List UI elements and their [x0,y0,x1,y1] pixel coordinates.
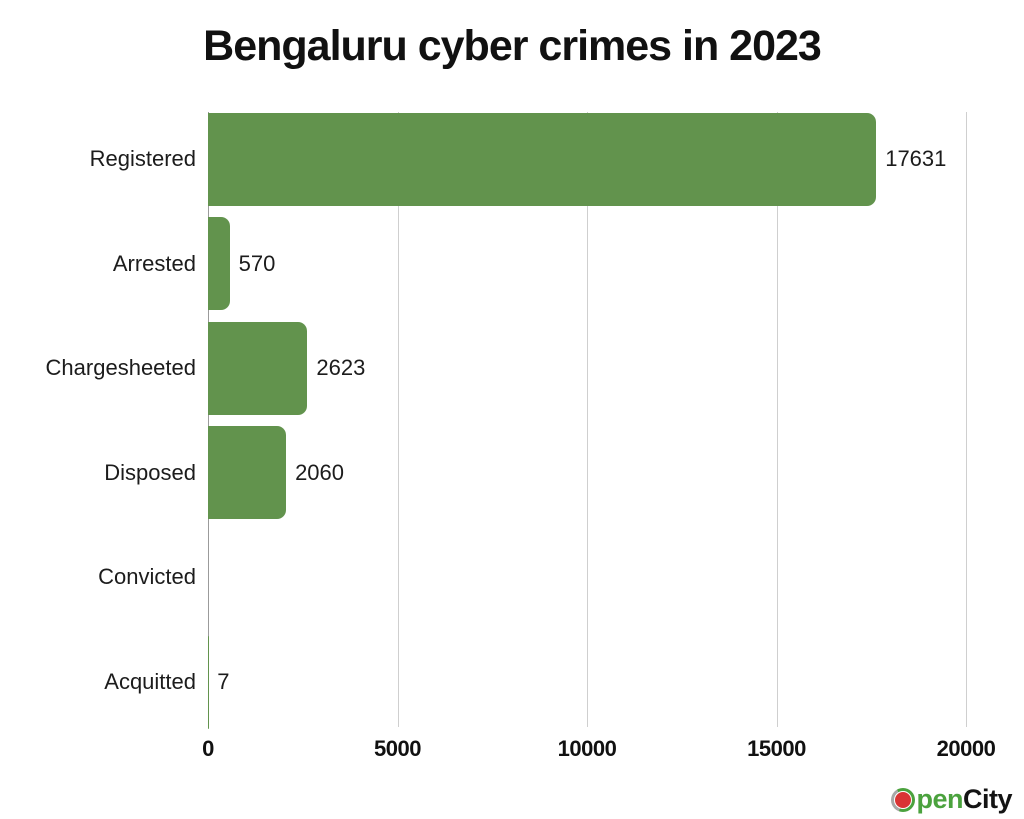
category-label: Arrested [112,250,196,276]
x-gridline [587,112,588,727]
value-label: 570 [238,250,276,276]
logo-text-open: pen [916,784,963,814]
x-gridline [397,112,399,727]
x-gridline [966,112,967,727]
category-label: Disposed [104,459,196,485]
x-axis-zero-line [208,112,209,727]
value-label: 2060 [295,459,345,485]
category-label: Acquitted [104,669,196,694]
chart-title: Bengaluru cyber crimes in 2023 [203,22,822,70]
opencity-o-icon [891,787,916,812]
bar [208,112,877,206]
value-label: 2623 [316,355,366,381]
x-tick-label: 20000 [936,736,996,761]
value-label: 17631 [885,146,947,171]
bar [208,217,230,311]
category-label: Chargesheeted [45,355,196,381]
value-label: 7 [217,669,230,694]
x-gridline [776,112,778,727]
bar [208,321,308,415]
x-tick-label: 0 [202,736,214,761]
x-tick-label: 15000 [747,736,806,761]
x-tick-label: 5000 [374,736,421,761]
x-tick-label: 10000 [557,736,617,761]
category-label: Registered [89,146,196,171]
category-label: Convicted [98,564,196,590]
bar [208,426,287,520]
logo-text-city: City [962,784,1013,814]
opencity-logo: pen City [891,784,1013,814]
